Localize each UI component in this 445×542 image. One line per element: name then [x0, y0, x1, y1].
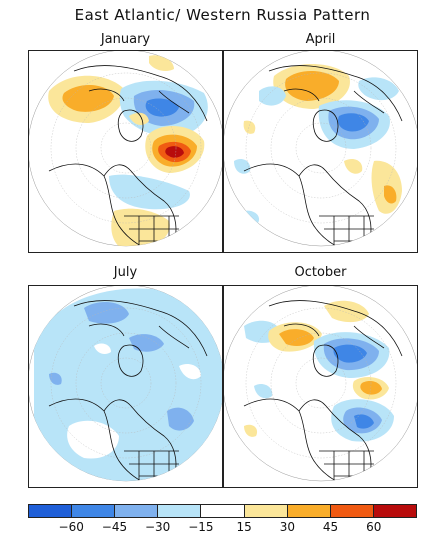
anomaly-positive-atlantic-core [62, 85, 114, 112]
coast-north-america [48, 163, 177, 246]
anomaly-negative-pacific [109, 174, 190, 210]
january-map [28, 50, 223, 253]
colorbar [28, 504, 417, 518]
coast-greenland [117, 344, 144, 377]
colorbar-tick: −45 [101, 520, 128, 534]
colorbar-segment [330, 505, 374, 517]
anomaly-negative-pacific [167, 407, 194, 431]
panel-label-january: January [100, 32, 151, 47]
panel-label-april: April [305, 32, 336, 47]
colorbar-tick: −15 [188, 520, 214, 534]
coast-greenland [117, 109, 144, 142]
colorbar-tick: −30 [144, 520, 171, 534]
colorbar-segment [373, 505, 416, 517]
colorbar-tick: 45 [322, 520, 339, 534]
july-map [28, 285, 223, 488]
colorbar-segment [29, 505, 73, 517]
coast-eurasia [73, 300, 208, 357]
colorbar-tick: 60 [366, 520, 382, 534]
anomaly-positive-us [111, 208, 170, 246]
colorbar-segment [115, 505, 159, 517]
panel-label-july: July [113, 265, 138, 280]
october-map [223, 285, 418, 488]
coast-eurasia [268, 300, 403, 357]
coast-greenland [312, 344, 339, 377]
coast-greenland [312, 109, 339, 142]
coast-eurasia [268, 65, 403, 122]
coast-north-america [243, 398, 372, 481]
colorbar-tick: 15 [236, 520, 252, 534]
colorbar-segment [72, 505, 116, 517]
colorbar-tick: −60 [58, 520, 84, 534]
colorbar-ticks: −60 −45 −30 −15 15 30 45 60 [28, 520, 417, 536]
colorbar-segment [158, 505, 202, 517]
coast-north-america [48, 398, 177, 481]
coast-eurasia [73, 65, 208, 122]
april-map [223, 50, 418, 253]
coast-north-america [243, 163, 372, 246]
anomaly-negative-hemisphere [34, 288, 222, 481]
colorbar-segment [244, 505, 288, 517]
map-title: East Atlantic/ Western Russia Pattern [74, 6, 371, 24]
panel-label-october: October [294, 265, 347, 280]
colorbar-segment [287, 505, 331, 517]
colorbar-segment [201, 505, 245, 517]
colorbar-tick: 30 [279, 520, 295, 534]
